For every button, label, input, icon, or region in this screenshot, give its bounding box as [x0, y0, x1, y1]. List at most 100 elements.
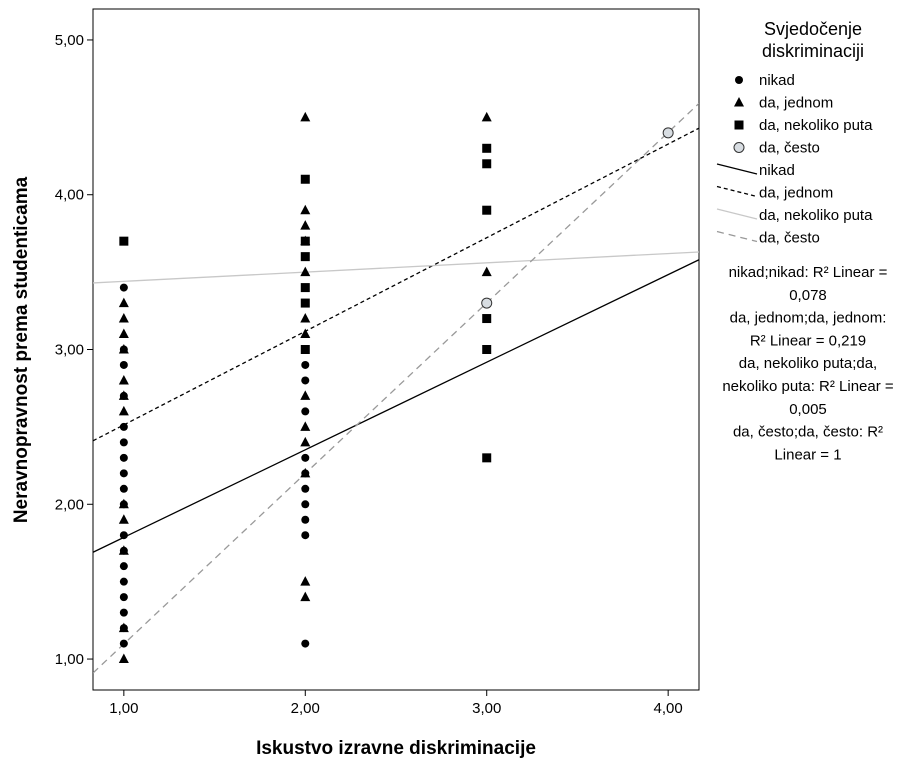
- x-tick-label: 1,00: [109, 700, 138, 717]
- legend-label-fit-da-esto: da, često: [759, 230, 820, 247]
- point-da-nekoliko-puta: [300, 236, 310, 246]
- point-da-nekoliko-puta: [482, 314, 492, 324]
- legend-marker-da-jednom: [734, 97, 744, 107]
- point-nikad: [301, 376, 310, 385]
- point-da-jednom: [118, 313, 129, 323]
- point-nikad: [119, 608, 128, 617]
- point-nikad: [119, 531, 128, 540]
- point-da-nekoliko-puta: [482, 453, 492, 463]
- r2-annotation-line: nekoliko puta: R² Linear =: [722, 378, 894, 395]
- point-nikad: [301, 453, 310, 462]
- r2-annotations: nikad;nikad: R² Linear = 0,078 da, jednom;…: [722, 264, 894, 463]
- y-tick-label: 3,00: [55, 342, 84, 359]
- point-nikad: [301, 360, 310, 369]
- legend-label-fit-nikad: nikad: [759, 162, 795, 179]
- legend-label-fit-da-nekoliko-puta: da, nekoliko puta: [759, 207, 873, 224]
- point-da-jednom: [118, 328, 129, 339]
- point-da-esto: [662, 127, 674, 139]
- point-da-jednom: [118, 622, 129, 633]
- point-da-jednom: [300, 220, 311, 230]
- y-tick-label: 5,00: [55, 32, 84, 49]
- r2-annotation-line: R² Linear = 0,219: [750, 332, 866, 349]
- point-da-jednom: [300, 111, 311, 122]
- point-nikad: [119, 639, 128, 648]
- point-da-nekoliko-puta: [482, 143, 492, 153]
- point-da-jednom: [300, 421, 311, 431]
- legend-title-line-2: diskriminaciji: [762, 41, 864, 61]
- x-axis-title: Iskustvo izravne diskriminacije: [256, 738, 536, 759]
- fit-line-nikad: [93, 259, 699, 553]
- r2-annotation-line: da, često;da, često: R²: [733, 424, 883, 441]
- data-points: [118, 111, 674, 664]
- point-nikad: [119, 562, 128, 571]
- point-nikad: [301, 515, 310, 524]
- point-da-nekoliko-puta: [300, 298, 310, 308]
- fit-line-da-esto: [93, 102, 699, 674]
- r2-annotation-line: 0,078: [789, 287, 827, 304]
- legend-line-da-nekoliko-puta: [716, 208, 758, 220]
- legend-label-da-jednom: da, jednom: [759, 95, 833, 112]
- r2-annotation-line: da, nekoliko puta;da,: [739, 355, 877, 372]
- point-da-nekoliko-puta: [300, 345, 310, 354]
- x-tick-label: 3,00: [472, 700, 501, 717]
- fit-line-da-nekoliko-puta: [93, 251, 699, 284]
- point-da-jednom: [300, 266, 311, 277]
- point-da-esto: [481, 297, 493, 309]
- point-da-jednom: [481, 111, 492, 122]
- x-axis-ticks: 1,00 2,00 3,00 4,00: [109, 690, 683, 717]
- point-nikad: [119, 469, 128, 478]
- point-da-jednom: [300, 390, 311, 400]
- point-da-nekoliko-puta: [300, 283, 310, 293]
- y-tick-label: 4,00: [55, 187, 84, 204]
- fit-line-da-jednom: [93, 127, 699, 442]
- point-da-jednom: [118, 545, 129, 555]
- legend: Svjedočenje diskriminaciji nikad da, jedn…: [716, 19, 873, 247]
- legend-label-nikad: nikad: [759, 72, 795, 89]
- legend-marker-da-nekoliko-puta: [734, 120, 744, 130]
- point-nikad: [119, 453, 128, 462]
- point-nikad: [119, 577, 128, 586]
- r2-annotation-line: Linear = 1: [774, 446, 841, 463]
- legend-title-line-1: Svjedočenje: [764, 19, 862, 39]
- r2-annotation-line: 0,005: [789, 401, 827, 418]
- legend-label-fit-da-jednom: da, jednom: [759, 185, 833, 202]
- point-nikad: [301, 531, 310, 540]
- plot-area: [92, 8, 700, 691]
- y-tick-label: 1,00: [55, 651, 84, 668]
- point-da-jednom: [300, 436, 311, 447]
- point-da-jednom: [300, 576, 311, 586]
- point-da-nekoliko-puta: [300, 174, 310, 184]
- point-da-jednom: [118, 405, 129, 416]
- point-da-nekoliko-puta: [482, 345, 492, 354]
- point-da-jednom: [481, 266, 492, 277]
- x-tick-label: 4,00: [654, 700, 683, 717]
- legend-marker-da-esto: [733, 142, 745, 153]
- point-da-jednom: [118, 653, 129, 664]
- r2-annotation-line: nikad;nikad: R² Linear =: [729, 264, 888, 281]
- point-nikad: [119, 360, 128, 369]
- legend-label-da-nekoliko-puta: da, nekoliko puta: [759, 117, 873, 134]
- r2-annotation-line: da, jednom;da, jednom:: [730, 310, 887, 327]
- point-da-jednom: [300, 591, 311, 602]
- y-axis-title: Neravnopravnost prema studenticama: [11, 176, 32, 523]
- point-da-jednom: [118, 344, 129, 354]
- point-da-jednom: [118, 297, 129, 308]
- point-da-jednom: [300, 313, 311, 323]
- legend-label-da-esto: da, često: [759, 140, 820, 157]
- point-nikad: [119, 484, 128, 493]
- point-da-nekoliko-puta: [119, 236, 129, 246]
- point-da-jednom: [300, 467, 311, 478]
- point-da-nekoliko-puta: [482, 205, 492, 215]
- point-da-nekoliko-puta: [482, 159, 492, 169]
- fit-lines: [93, 102, 699, 674]
- x-tick-label: 2,00: [291, 700, 320, 717]
- legend-line-nikad: [716, 163, 758, 175]
- y-tick-label: 2,00: [55, 496, 84, 513]
- point-nikad: [301, 500, 310, 509]
- y-axis-ticks: 1,00 2,00 3,00 4,00 5,00: [55, 32, 93, 668]
- legend-marker-nikad: [735, 76, 743, 84]
- point-da-jednom: [300, 204, 311, 215]
- point-nikad: [301, 484, 310, 493]
- point-da-jednom: [300, 328, 311, 339]
